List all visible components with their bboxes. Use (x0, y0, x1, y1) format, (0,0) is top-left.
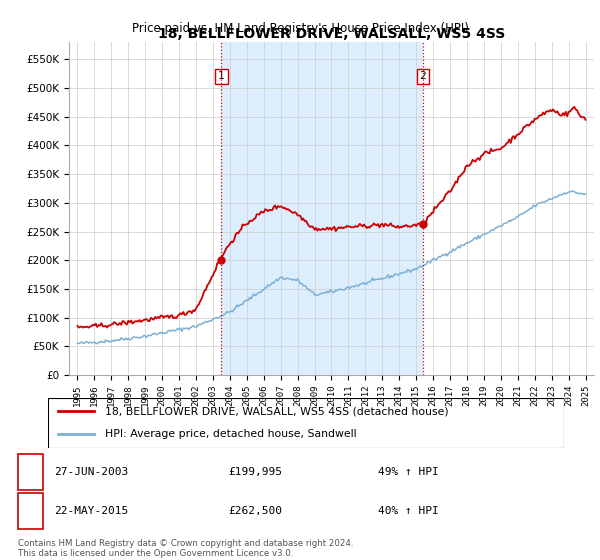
Text: £199,995: £199,995 (228, 467, 282, 477)
Text: 18, BELLFLOWER DRIVE, WALSALL, WS5 4SS (detached house): 18, BELLFLOWER DRIVE, WALSALL, WS5 4SS (… (105, 406, 448, 416)
Title: 18, BELLFLOWER DRIVE, WALSALL, WS5 4SS: 18, BELLFLOWER DRIVE, WALSALL, WS5 4SS (158, 27, 505, 41)
Bar (221, 42, 423, 375)
Text: £262,500: £262,500 (228, 506, 282, 516)
Text: 1: 1 (27, 465, 34, 478)
Text: HPI: Average price, detached house, Sandwell: HPI: Average price, detached house, Sand… (105, 430, 356, 440)
Text: 1: 1 (218, 72, 225, 81)
Text: 22-MAY-2015: 22-MAY-2015 (54, 506, 128, 516)
Text: 27-JUN-2003: 27-JUN-2003 (54, 467, 128, 477)
Text: Contains HM Land Registry data © Crown copyright and database right 2024.
This d: Contains HM Land Registry data © Crown c… (18, 539, 353, 558)
Text: 2: 2 (419, 72, 427, 81)
Text: 2: 2 (27, 505, 34, 517)
Text: 49% ↑ HPI: 49% ↑ HPI (378, 467, 439, 477)
Text: 40% ↑ HPI: 40% ↑ HPI (378, 506, 439, 516)
Text: Price paid vs. HM Land Registry's House Price Index (HPI): Price paid vs. HM Land Registry's House … (131, 22, 469, 35)
